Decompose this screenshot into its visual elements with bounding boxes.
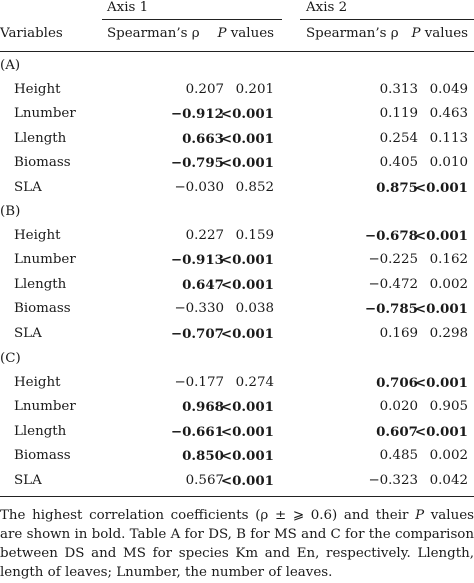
p-axis1-value: <0.001 xyxy=(220,423,274,440)
variable-name: Llength xyxy=(14,423,67,439)
variable-name: Biomass xyxy=(14,448,71,464)
spearman-axis2-value: 0.169 xyxy=(379,325,418,341)
spearman-axis1-value: 0.227 xyxy=(185,228,224,243)
spearman-axis2-value: 0.119 xyxy=(379,106,418,122)
spearman-axis1-value: −0.177 xyxy=(174,375,224,390)
p-axis2-value: 0.298 xyxy=(429,325,468,341)
p-axis2-value: 0.905 xyxy=(429,399,468,415)
axis2-rule xyxy=(300,19,474,20)
p-axis2-value: <0.001 xyxy=(414,423,468,440)
variable-name: Biomass xyxy=(14,301,71,317)
p-axis1-value: 0.201 xyxy=(235,82,274,97)
variables-heading: Variables xyxy=(0,26,63,41)
p-axis1-value: 0.274 xyxy=(235,375,274,390)
spearman-axis2-value: −0.225 xyxy=(368,252,418,268)
p-axis2-value: 0.049 xyxy=(429,82,468,97)
p-axis1-value: <0.001 xyxy=(220,276,274,293)
variable-name: Biomass xyxy=(14,155,71,171)
spearman-axis2-value: 0.405 xyxy=(379,155,418,171)
p-values-axis1-heading: P values xyxy=(217,26,274,41)
p-axis2-value: 0.010 xyxy=(429,155,468,171)
axis1-heading: Axis 1 xyxy=(107,0,149,15)
p-axis1-value: <0.001 xyxy=(220,155,274,172)
spearman-axis2-value: 0.313 xyxy=(379,82,418,97)
p-values-axis2-heading: P values xyxy=(411,26,468,41)
p-axis1-value: 0.852 xyxy=(235,179,274,195)
variable-name: Lnumber xyxy=(14,399,76,415)
p-axis2-value: 0.463 xyxy=(429,106,468,122)
variable-name: Lnumber xyxy=(14,106,76,122)
table-footnote: The highest correlation coefficients (ρ … xyxy=(0,508,474,580)
p-axis1-value: <0.001 xyxy=(220,106,274,123)
p-axis2-value: 0.002 xyxy=(429,276,468,292)
header-rule xyxy=(0,51,474,52)
p-axis2-value: 0.002 xyxy=(429,448,468,464)
section-label: (C) xyxy=(0,351,21,366)
spearman-axis2-value: 0.607 xyxy=(376,423,418,440)
variable-name: SLA xyxy=(14,179,42,195)
variable-name: SLA xyxy=(14,325,42,341)
spearman-axis2-value: 0.254 xyxy=(379,130,418,146)
spearman-axis1-heading: Spearman’s ρ xyxy=(107,26,200,41)
p-axis1-value: <0.001 xyxy=(220,325,274,342)
bottom-rule xyxy=(0,496,474,497)
spearman-axis2-value: 0.706 xyxy=(376,375,418,391)
variable-name: Height xyxy=(14,228,61,243)
p-axis2-value: 0.113 xyxy=(429,130,468,146)
variable-name: SLA xyxy=(14,472,42,488)
variable-name: Llength xyxy=(14,276,67,292)
axis1-rule xyxy=(102,19,282,20)
p-axis1-value: <0.001 xyxy=(220,252,274,269)
spearman-axis1-value: −0.912 xyxy=(170,106,224,123)
spearman-axis2-value: 0.875 xyxy=(376,179,418,196)
spearman-axis1-value: 0.850 xyxy=(182,448,224,465)
spearman-axis1-value: 0.207 xyxy=(185,82,224,97)
p-axis2-value: <0.001 xyxy=(414,301,468,318)
variable-name: Height xyxy=(14,375,61,390)
variable-name: Lnumber xyxy=(14,252,76,268)
p-axis2-value: <0.001 xyxy=(414,375,468,391)
spearman-axis1-value: −0.330 xyxy=(174,301,224,317)
spearman-axis2-value: −0.472 xyxy=(368,276,418,292)
p-axis2-value: <0.001 xyxy=(414,179,468,196)
spearman-axis1-value: 0.647 xyxy=(182,276,224,293)
spearman-axis1-value: 0.968 xyxy=(182,399,224,416)
p-axis1-value: <0.001 xyxy=(220,399,274,416)
p-axis1-value: <0.001 xyxy=(220,448,274,465)
spearman-axis1-value: −0.913 xyxy=(170,252,224,269)
p-axis1-value: <0.001 xyxy=(220,130,274,147)
p-axis1-value: 0.159 xyxy=(235,228,274,243)
variable-name: Height xyxy=(14,82,61,97)
p-axis1-value: 0.038 xyxy=(235,301,274,317)
spearman-axis2-value: −0.785 xyxy=(364,301,418,318)
spearman-axis2-value: 0.020 xyxy=(379,399,418,415)
spearman-axis1-value: −0.030 xyxy=(174,179,224,195)
p-axis2-value: <0.001 xyxy=(414,228,468,244)
spearman-axis2-value: 0.485 xyxy=(379,448,418,464)
p-axis1-value: <0.001 xyxy=(220,472,274,489)
spearman-axis1-value: −0.707 xyxy=(170,325,224,342)
spearman-axis2-value: −0.323 xyxy=(368,472,418,488)
spearman-axis1-value: −0.795 xyxy=(170,155,224,172)
axis2-heading: Axis 2 xyxy=(306,0,348,15)
spearman-axis2-heading: Spearman’s ρ xyxy=(306,26,399,41)
p-axis2-value: 0.042 xyxy=(429,472,468,488)
spearman-axis1-value: 0.663 xyxy=(182,130,224,147)
p-axis2-value: 0.162 xyxy=(429,252,468,268)
spearman-axis1-value: 0.567 xyxy=(185,472,224,488)
spearman-axis2-value: −0.678 xyxy=(364,228,418,244)
section-label: (A) xyxy=(0,58,21,73)
spearman-axis1-value: −0.661 xyxy=(170,423,224,440)
variable-name: Llength xyxy=(14,130,67,146)
section-label: (B) xyxy=(0,204,21,219)
